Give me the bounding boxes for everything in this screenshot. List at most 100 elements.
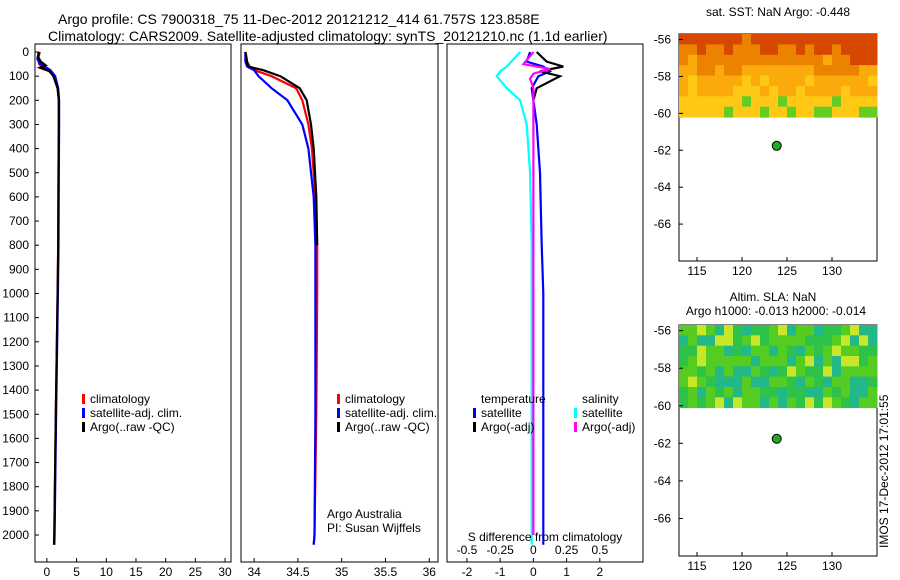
sla-cell-0-4 (715, 325, 725, 336)
sla-cell-3-6 (733, 356, 743, 367)
sla-cell-0-12 (787, 325, 797, 336)
temperature-series-2-line (36, 51, 60, 545)
sst-cell-4-14 (805, 75, 815, 87)
sla-cell-7-20 (859, 397, 869, 409)
sla-cell-3-5 (724, 356, 734, 367)
salinity-xtick-label-3: 35.5 (374, 565, 398, 579)
sst-cell-7-15 (814, 106, 824, 118)
sla-cell-0-14 (805, 325, 815, 336)
sst-cell-1-17 (832, 44, 842, 56)
sst-cell-7-13 (796, 106, 806, 118)
temperature-xtick-label-6: 30 (218, 565, 232, 579)
sst-cell-6-3 (706, 96, 716, 108)
sst-cell-6-8 (751, 96, 761, 108)
sst-cell-5-7 (742, 85, 752, 97)
sla-cell-2-15 (814, 345, 824, 357)
difference-xtick-label-1: -1 (495, 565, 506, 579)
sla-cell-2-1 (688, 345, 698, 357)
sst-cell-3-18 (841, 65, 851, 76)
temperature-ytick-label-1: 100 (9, 69, 29, 83)
sla-cell-6-20 (859, 387, 869, 398)
sst-cell-2-20 (859, 54, 869, 66)
sla-cell-1-3 (706, 335, 716, 347)
temperature-legend-label-1: satellite-adj. clim. (90, 406, 182, 420)
sla-cell-3-20 (859, 356, 869, 367)
sla-cell-7-10 (769, 397, 779, 409)
sst-cell-3-20 (859, 65, 869, 76)
temperature-plot-frame (34, 43, 232, 563)
sst-cell-6-5 (724, 96, 734, 108)
figure-title-line-2: Climatology: CARS2009. Satellite-adjuste… (48, 28, 608, 44)
sla-cell-4-19 (850, 366, 860, 378)
sla-cell-4-14 (805, 366, 815, 378)
difference-salinity-legend-label-1: Argo(-adj) (582, 420, 635, 434)
difference-salinity-legend-swatch-1 (574, 422, 577, 432)
sst-cell-1-20 (859, 44, 869, 56)
sla-cell-5-4 (715, 376, 725, 388)
sla-cell-2-2 (697, 345, 707, 357)
sla-cell-0-18 (841, 325, 851, 336)
sla-cell-7-2 (697, 397, 707, 409)
sst-cell-6-10 (769, 96, 779, 108)
sst-cell-3-13 (796, 65, 806, 76)
sst-cell-1-21 (868, 44, 878, 56)
sla-cell-1-11 (778, 335, 788, 347)
sst-cell-4-1 (688, 75, 698, 87)
sst-cell-1-12 (787, 44, 797, 56)
temperature-xtick-label-1: 5 (73, 565, 80, 579)
sst-cell-4-13 (796, 75, 806, 87)
salinity-panel: 3434.53535.536salinityclimatologysatelli… (240, 43, 439, 579)
sla-cell-6-0 (679, 387, 689, 398)
sst-cell-6-6 (733, 96, 743, 108)
sst-cell-5-4 (715, 85, 725, 97)
sst-cell-1-4 (715, 44, 725, 56)
sla-cell-1-19 (850, 335, 860, 347)
difference-panel: -2-1012T difference from climatology-0.5… (446, 43, 644, 579)
sst-cell-6-15 (814, 96, 824, 108)
sla-cell-4-13 (796, 366, 806, 378)
sst-cell-2-2 (697, 54, 707, 66)
sst-cell-6-21 (868, 96, 878, 108)
sla-cell-3-9 (760, 356, 770, 367)
sla-cell-5-18 (841, 376, 851, 388)
difference-x2tick-label-3: 0.25 (555, 543, 579, 557)
sst-cell-0-10 (769, 34, 779, 45)
sst-cell-1-19 (850, 44, 860, 56)
sst-cell-3-9 (760, 65, 770, 76)
sst-cell-5-0 (679, 85, 689, 97)
sla-cell-3-19 (850, 356, 860, 367)
sst-cell-5-15 (814, 85, 824, 97)
sst-cell-0-3 (706, 34, 716, 45)
sst-cell-2-19 (850, 54, 860, 66)
sst-ytick-label-0: -56 (654, 33, 672, 47)
sst-cell-3-10 (769, 65, 779, 76)
sla-cell-5-10 (769, 376, 779, 388)
sla-cell-2-11 (778, 345, 788, 357)
sla-cell-5-9 (760, 376, 770, 388)
sla-cell-1-18 (841, 335, 851, 347)
sla-cell-4-4 (715, 366, 725, 378)
sla-cell-2-9 (760, 345, 770, 357)
sst-map-title: sat. SST: NaN Argo: -0.448 (706, 5, 850, 19)
sla-cell-3-13 (796, 356, 806, 367)
sla-cell-6-19 (850, 387, 860, 398)
sst-cell-3-19 (850, 65, 860, 76)
salinity-xtick-label-2: 35 (335, 565, 349, 579)
sst-cell-6-1 (688, 96, 698, 108)
sla-cell-1-16 (823, 335, 833, 347)
sst-cell-7-10 (769, 106, 779, 118)
sst-cell-7-21 (868, 106, 878, 118)
sst-cell-1-2 (697, 44, 707, 56)
sst-cell-5-2 (697, 85, 707, 97)
sla-cell-0-16 (823, 325, 833, 336)
sst-cell-0-16 (823, 34, 833, 45)
sla-cell-2-17 (832, 345, 842, 357)
sla-cell-5-0 (679, 376, 689, 388)
sla-cell-4-6 (733, 366, 743, 378)
sst-cell-0-21 (868, 34, 878, 45)
sla-cell-5-21 (868, 376, 878, 388)
sla-cell-6-14 (805, 387, 815, 398)
sst-cell-4-5 (724, 75, 734, 87)
sst-cell-1-14 (805, 44, 815, 56)
sst-cell-4-16 (823, 75, 833, 87)
